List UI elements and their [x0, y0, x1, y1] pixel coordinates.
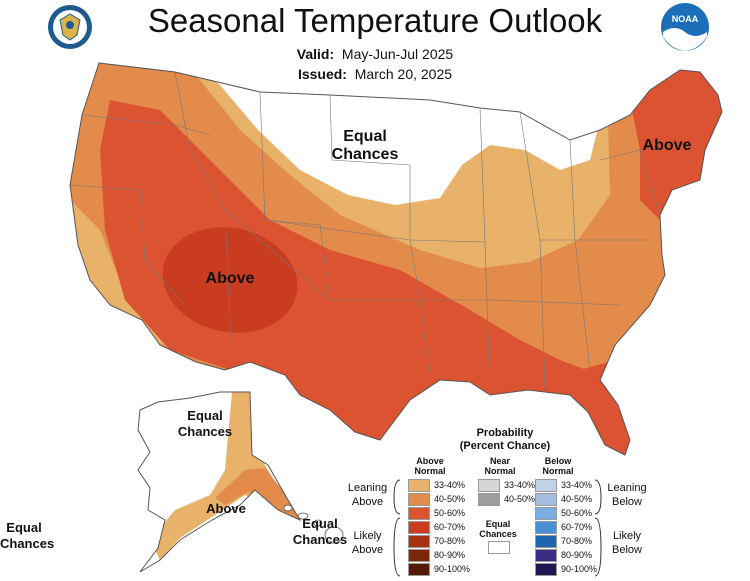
- legend-above-swatch: [408, 507, 430, 520]
- northeast-above-50: [630, 63, 722, 225]
- legend-above-swatch: [408, 535, 430, 548]
- noaa-logo-icon: NOAA: [661, 3, 709, 51]
- legend-equal-chances: Equal Chances: [479, 519, 517, 539]
- legend-below-swatch-label: 60-70%: [561, 522, 593, 532]
- legend: Probability (Percent Chance) Above Normal…: [345, 423, 745, 581]
- label-equal-chances-north: Equal Chances: [331, 128, 399, 163]
- conus-outline: [69, 62, 723, 456]
- legend-below-swatch-label: 50-60%: [561, 508, 593, 518]
- legend-above-swatch-label: 33-40%: [434, 480, 466, 490]
- core-above-60: [162, 227, 298, 333]
- legend-above-swatch: [408, 479, 430, 492]
- legend-above-swatch: [408, 549, 430, 562]
- legend-near-swatch: [478, 493, 500, 506]
- legend-above-swatch-label: 80-90%: [434, 550, 466, 560]
- label-far-left-equal: Equal Chances: [0, 520, 55, 551]
- legend-below-header: Below Normal: [542, 456, 574, 476]
- legend-below-swatch: [535, 493, 557, 506]
- legend-leaning-above: Leaning Above: [347, 482, 388, 508]
- valid-value: May-Jun-Jul 2025: [341, 46, 454, 62]
- legend-below-swatch: [535, 563, 557, 576]
- page-title: Seasonal Temperature Outlook: [147, 2, 603, 39]
- legend-below-swatch-label: 40-50%: [561, 494, 593, 504]
- doc-seal-icon: [48, 5, 92, 49]
- legend-ec-swatch: [488, 541, 510, 554]
- legend-below-swatch: [535, 479, 557, 492]
- legend-near-swatch-label: 33-40%: [504, 480, 536, 490]
- legend-near-swatch: [478, 479, 500, 492]
- alaska-above-33: [150, 392, 300, 560]
- legend-above-header: Above Normal: [414, 456, 446, 476]
- legend-bracket-below: [594, 479, 602, 577]
- legend-above-swatch: [408, 493, 430, 506]
- legend-above-swatch-label: 90-100%: [434, 564, 471, 574]
- legend-below-swatch-label: 80-90%: [561, 550, 593, 560]
- legend-bracket-above: [393, 479, 401, 577]
- issued-value: March 20, 2025: [354, 66, 453, 82]
- legend-below-swatch-label: 70-80%: [561, 536, 593, 546]
- valid-label: Valid:: [296, 46, 335, 62]
- issued-line: Issued: March 20, 2025: [0, 66, 750, 82]
- legend-below-swatch-label: 90-100%: [561, 564, 598, 574]
- legend-likely-below: Likely Below: [612, 530, 642, 556]
- legend-above-swatch: [408, 521, 430, 534]
- hawaii-islands: [283, 504, 344, 544]
- label-alaska-equal: Equal Chances: [177, 408, 233, 439]
- legend-above-swatch-label: 50-60%: [434, 508, 466, 518]
- legend-above-swatch-label: 40-50%: [434, 494, 466, 504]
- legend-subtitle: (Percent Chance): [459, 440, 551, 452]
- state-boundaries: [70, 71, 661, 396]
- legend-likely-above: Likely Above: [351, 530, 384, 556]
- legend-near-swatch-label: 40-50%: [504, 494, 536, 504]
- legend-above-swatch-label: 60-70%: [434, 522, 466, 532]
- legend-below-swatch: [535, 507, 557, 520]
- valid-line: Valid: May-Jun-Jul 2025: [0, 46, 750, 62]
- legend-near-header: Near Normal: [484, 456, 516, 476]
- issued-label: Issued:: [297, 66, 347, 82]
- legend-title: Probability: [476, 427, 534, 439]
- label-hawaii-equal: Equal Chances: [292, 516, 348, 547]
- label-above-northeast: Above: [642, 137, 692, 154]
- legend-below-swatch-label: 33-40%: [561, 480, 593, 490]
- alaska-outline: [137, 391, 302, 573]
- legend-below-swatch: [535, 521, 557, 534]
- legend-below-swatch: [535, 549, 557, 562]
- legend-below-swatch: [535, 535, 557, 548]
- legend-above-swatch: [408, 563, 430, 576]
- legend-above-swatch-label: 70-80%: [434, 536, 466, 546]
- label-alaska-above: Above: [206, 501, 246, 516]
- legend-leaning-below: Leaning Below: [607, 482, 647, 508]
- noaa-logo-text: NOAA: [672, 14, 699, 24]
- label-above-west: Above: [205, 270, 255, 287]
